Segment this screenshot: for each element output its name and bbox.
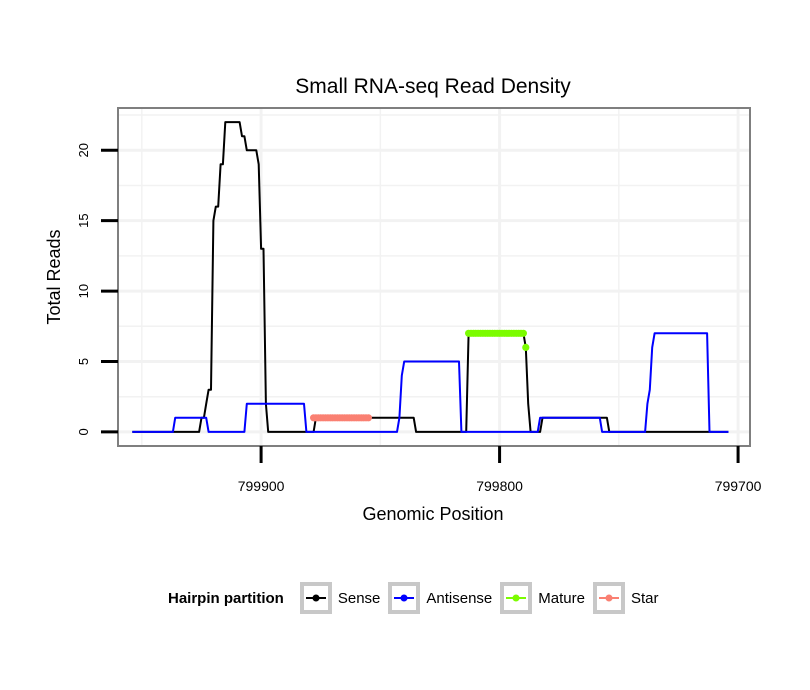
data-point-mature — [519, 329, 528, 337]
panel-border — [117, 107, 751, 447]
series-mature — [465, 329, 530, 351]
x-tick-label: 799800 — [476, 478, 523, 494]
y-tick-label: 15 — [76, 213, 91, 227]
legend: Hairpin partition Sense Antisense Mature St… — [168, 579, 666, 617]
legend-item-star: Star — [592, 582, 659, 614]
y-tick-label: 20 — [76, 143, 91, 157]
legend-items: Sense Antisense Mature Star — [299, 582, 667, 614]
legend-key-mature — [500, 582, 533, 614]
x-axis-label: Genomic Position — [362, 504, 503, 524]
legend-key-sense — [299, 582, 332, 614]
y-axis-label: Total Reads — [44, 229, 64, 324]
legend-label: Antisense — [426, 589, 493, 607]
legend-key-star — [592, 582, 625, 614]
series-layer — [132, 121, 729, 433]
series-star — [310, 414, 372, 422]
series-line-sense — [132, 121, 729, 433]
data-point-star — [364, 414, 372, 422]
legend-key-antisense — [388, 582, 421, 614]
y-tick-label: 5 — [76, 358, 91, 365]
x-tick-label: 799900 — [238, 478, 285, 494]
legend-label: Mature — [538, 589, 585, 607]
legend-label: Sense — [337, 589, 381, 607]
chart-title: Small RNA-seq Read Density — [295, 75, 571, 98]
series-sense — [132, 121, 729, 433]
legend-title: Hairpin partition — [168, 589, 284, 607]
x-tick-label: 799700 — [715, 478, 762, 494]
y-tick-label: 0 — [76, 428, 91, 435]
legend-item-sense: Sense — [299, 582, 381, 614]
legend-item-antisense: Antisense — [388, 582, 492, 614]
y-tick-label: 10 — [76, 284, 91, 298]
legend-item-mature: Mature — [500, 582, 585, 614]
data-point-mature — [522, 343, 530, 351]
axes: 799900 799800 799700 0 5 10 15 20 — [76, 143, 762, 494]
legend-label: Star — [630, 589, 659, 607]
series-line-antisense — [132, 332, 729, 433]
series-antisense — [132, 332, 729, 433]
